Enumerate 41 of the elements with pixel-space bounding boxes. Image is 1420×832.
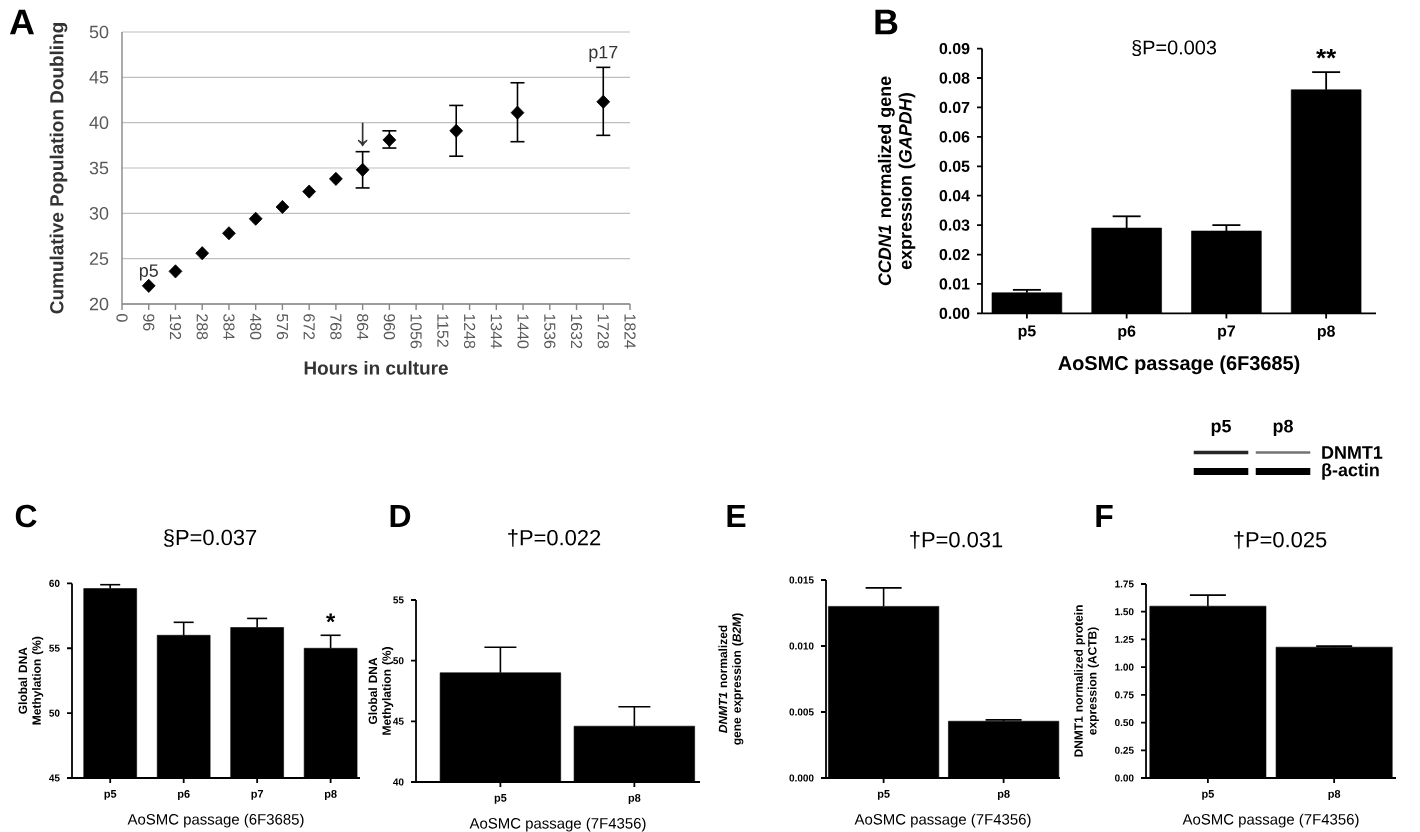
chart-title: †P=0.025 <box>1234 531 1327 549</box>
x-axis-title: AoSMC passage (6F3685) <box>1058 355 1300 375</box>
text: D <box>390 505 411 527</box>
category-label: β-actin <box>1322 463 1379 480</box>
chart-title: †P=0.031 <box>910 531 1003 549</box>
point <box>302 184 316 199</box>
category-label: DNMT1 <box>1322 446 1383 459</box>
point <box>248 211 263 226</box>
text: A <box>9 9 34 35</box>
category-label: p5 <box>1211 419 1231 436</box>
y-tick-label: 20 <box>89 297 109 311</box>
chart-title: §P=0.003 <box>1132 39 1217 57</box>
chart-title: †P=0.022 <box>508 529 601 547</box>
y-tick-label: 40 <box>89 116 109 130</box>
point <box>275 199 290 214</box>
text: B <box>875 9 898 35</box>
point <box>329 171 343 186</box>
point <box>596 94 611 109</box>
y-tick-label: 35 <box>89 161 109 175</box>
point <box>449 123 464 138</box>
point <box>355 162 370 177</box>
y-axis-title: Cumulative Population Doubling <box>49 23 68 314</box>
text: E <box>727 505 746 527</box>
y-tick-label: 50 <box>89 25 109 39</box>
text: F <box>1096 505 1113 527</box>
text: C <box>15 504 37 528</box>
x-axis-title: Hours in culture <box>304 360 448 375</box>
y-tick-label: 45 <box>89 71 109 84</box>
chart-title: §P=0.037 <box>164 529 257 547</box>
annotation: ↓ <box>357 122 368 147</box>
y-tick-label: 30 <box>89 206 109 220</box>
category-label: p8 <box>1273 419 1293 436</box>
annotation: * <box>326 613 336 623</box>
point <box>168 264 183 279</box>
annotation: ** <box>1316 48 1337 59</box>
point <box>510 105 525 120</box>
annotation: p17 <box>589 45 618 62</box>
point <box>222 226 236 241</box>
annotation: p5 <box>139 264 158 281</box>
point <box>195 246 210 261</box>
y-tick-label: 25 <box>89 252 109 266</box>
